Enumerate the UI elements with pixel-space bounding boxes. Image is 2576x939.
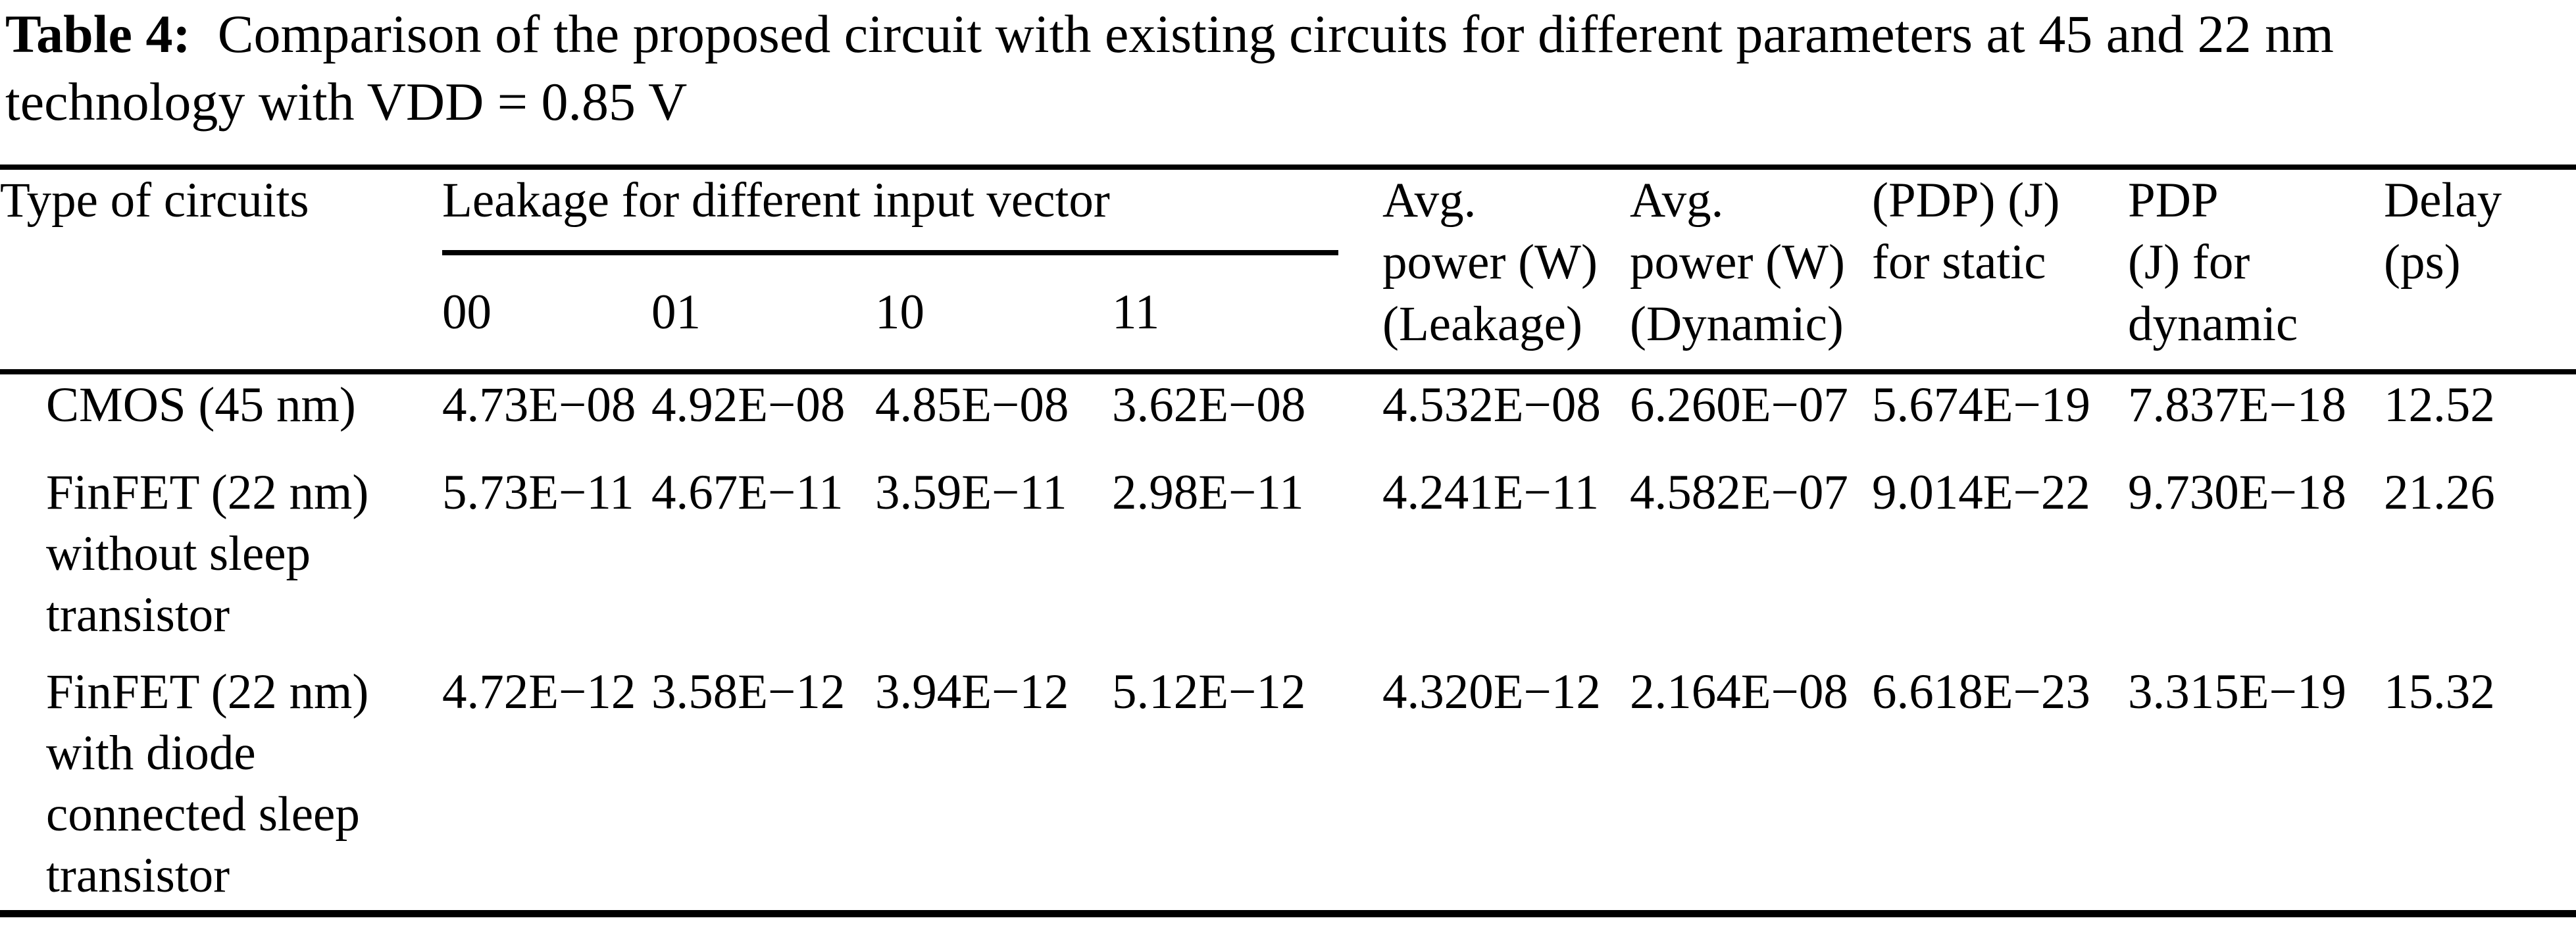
table-row: FinFET (22 nm) without sleep transistor …: [0, 462, 2576, 661]
cell-avg-power-dynamic: 6.260E−07: [1630, 378, 1848, 432]
leakage-group-rule: [442, 250, 1338, 255]
col-group-header-leakage-label: Leakage for different input vector: [442, 173, 1110, 228]
cell-pdp-dynamic: 3.315E−19: [2128, 665, 2346, 719]
cell-leakage-11: 2.98E−11: [1112, 465, 1304, 520]
col-header-avg-power-leakage: Avg. power (W) (Leakage): [1382, 167, 1630, 374]
cell-pdp-static: 6.618E−23: [1872, 665, 2090, 719]
cell-leakage-01: 4.92E−08: [651, 378, 846, 432]
cell-leakage-11: 5.12E−12: [1112, 665, 1306, 719]
cell-circuit-type: FinFET (22 nm) with diode connected slee…: [46, 665, 369, 903]
subcol-header-11: 11: [1112, 255, 1382, 374]
cell-pdp-dynamic: 7.837E−18: [2128, 378, 2346, 432]
cell-circuit-type: FinFET (22 nm) without sleep transistor: [46, 465, 369, 642]
cell-leakage-10: 4.85E−08: [875, 378, 1069, 432]
table-caption-label: Table 4:: [5, 4, 191, 64]
table-row: CMOS (45 nm) 4.73E−08 4.92E−08 4.85E−08 …: [0, 372, 2576, 462]
cell-delay: 12.52: [2384, 378, 2495, 432]
col-group-header-leakage: Leakage for different input vector: [442, 167, 1382, 255]
cell-avg-power-leakage: 4.320E−12: [1382, 665, 1601, 719]
subcol-header-10: 10: [875, 255, 1112, 374]
col-header-delay: Delay (ps): [2384, 167, 2576, 374]
subcol-header-00: 00: [442, 255, 651, 374]
cell-leakage-01: 4.67E−11: [651, 465, 844, 520]
col-header-type-of-circuits: Type of circuits: [0, 167, 442, 374]
header-row-subcolumns: 00 01 10 11: [0, 255, 2576, 374]
cell-leakage-01: 3.58E−12: [651, 665, 846, 719]
cell-pdp-static: 5.674E−19: [1872, 378, 2090, 432]
cell-delay: 15.32: [2384, 665, 2495, 719]
cell-avg-power-dynamic: 4.582E−07: [1630, 465, 1848, 520]
cell-circuit-type: CMOS (45 nm): [46, 378, 356, 432]
cell-avg-power-leakage: 4.241E−11: [1382, 465, 1600, 520]
col-header-pdp-static: (PDP) (J) for static: [1872, 167, 2128, 374]
cell-leakage-00: 5.73E−11: [442, 465, 634, 520]
table-caption-text: Comparison of the proposed circuit with …: [5, 4, 2334, 132]
cell-pdp-static: 9.014E−22: [1872, 465, 2090, 520]
cell-leakage-10: 3.59E−11: [875, 465, 1067, 520]
table-caption: Table 4: Comparison of the proposed circ…: [0, 0, 2576, 165]
cell-leakage-10: 3.94E−12: [875, 665, 1069, 719]
col-header-avg-power-dynamic: Avg. power (W) (Dynamic): [1630, 167, 1872, 374]
header-row-groups: Type of circuits Leakage for different i…: [0, 167, 2576, 374]
cell-leakage-00: 4.72E−12: [442, 665, 636, 719]
cell-leakage-11: 3.62E−08: [1112, 378, 1306, 432]
cell-avg-power-dynamic: 2.164E−08: [1630, 665, 1848, 719]
cell-pdp-dynamic: 9.730E−18: [2128, 465, 2346, 520]
comparison-table: Type of circuits Leakage for different i…: [0, 165, 2576, 917]
cell-leakage-00: 4.73E−08: [442, 378, 636, 432]
col-header-pdp-dynamic: PDP (J) for dynamic: [2128, 167, 2384, 374]
subcol-header-01: 01: [651, 255, 875, 374]
cell-avg-power-leakage: 4.532E−08: [1382, 378, 1601, 432]
cell-delay: 21.26: [2384, 465, 2495, 520]
table-row: FinFET (22 nm) with diode connected slee…: [0, 661, 2576, 913]
